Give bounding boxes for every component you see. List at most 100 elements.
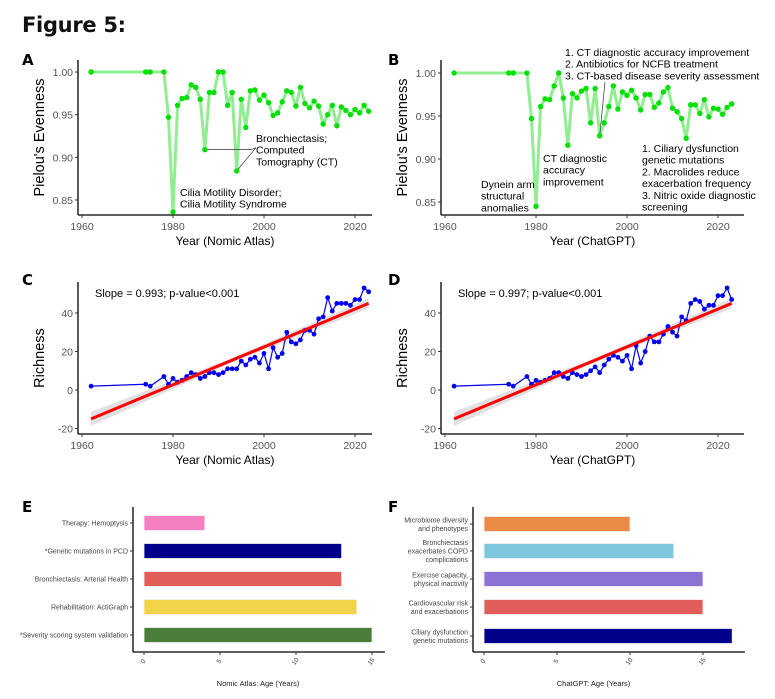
bar [483,543,675,559]
data-point [165,114,172,120]
slope-annotation: Slope = 0.997; p-value<0.001 [458,288,602,300]
x-tick-label: 1960 [70,440,94,452]
data-point [620,358,625,364]
data-point [724,285,730,291]
data-point [238,358,244,364]
data-point [252,354,258,360]
data-point [506,70,512,76]
y-tick-label: 0 [430,385,436,397]
annotation-leader-line [236,147,257,172]
data-point [179,95,185,102]
figure-title: Figure 5: [22,13,126,37]
y-tick-label: 20 [61,347,73,359]
x-tick-label: 1980 [161,221,185,233]
category-label: exacerbates COPD [408,549,468,556]
bar [143,627,373,643]
x-tick-label: 2000 [615,221,639,233]
data-point [569,90,576,97]
data-point [188,82,194,88]
data-point [316,316,321,322]
panel-a: A 0.85 0.90 0.95 1.00 1960 1980 2000 2020 Year (N… [22,51,372,248]
bar [483,571,704,587]
y-axis-title: Richness [395,328,411,388]
data-point [306,105,313,111]
data-point [343,107,349,114]
annotation-text: 3. CT-based disease severity assessment [565,70,759,82]
data-point [565,376,571,381]
data-point [692,102,698,108]
data-point [361,102,367,108]
annotation-text: 3. Nitric oxide diagnostic [642,190,756,202]
data-point [701,96,708,103]
data-point [88,69,94,75]
richness-line [91,286,370,387]
data-point [656,339,662,345]
data-point [692,297,698,302]
data-point [592,364,598,370]
category-label: genetic mutations [413,638,468,645]
data-point [724,104,730,111]
data-point [669,105,676,111]
y-axis-title: Richness [32,328,48,388]
x-tick-label: 2020 [343,440,367,452]
data-point [279,351,285,356]
category-label: and exacerbations [411,609,469,616]
data-point [143,381,149,387]
data-point [293,341,299,347]
x-tick-label: 0 [140,658,148,665]
data-point [265,100,272,106]
y-tick-label: 0.90 [416,154,437,166]
data-point [88,383,94,389]
data-point [651,339,657,345]
data-point [597,370,603,376]
data-point [238,96,244,103]
data-point [243,124,249,131]
data-point [356,110,363,116]
x-tick-label: 5 [216,658,224,665]
data-point [284,329,290,335]
data-point [710,105,717,111]
data-point [642,91,648,98]
data-point [574,95,580,101]
data-point [715,106,721,112]
data-point [510,383,516,389]
data-point [624,352,630,358]
data-point [298,337,303,343]
y-tick-label: 1.00 [416,68,437,80]
data-point [329,102,335,108]
data-point [587,120,594,126]
x-tick-label: 1960 [433,440,457,452]
data-point [524,70,530,76]
data-point [706,302,712,308]
data-point [720,293,725,299]
panel-label: E [22,498,32,516]
x-tick-label: 15 [698,656,708,666]
data-point [243,362,249,368]
data-point [247,356,253,362]
data-point [719,111,726,117]
regression-line [453,301,733,421]
data-point [297,84,304,91]
data-point [506,381,512,387]
data-point [234,366,240,372]
data-point [147,383,153,389]
data-point [274,110,281,116]
category-label: Ciliary dysfunction [411,629,468,636]
data-point [215,69,222,75]
y-tick-label: 0.95 [416,111,437,123]
x-tick-label: 2020 [706,440,730,452]
data-point [678,115,685,122]
panel-e: E 0 5 10 15 Nomic Atlas: Age (Years) Therapy: … [20,498,385,688]
data-point [365,108,372,114]
data-point [366,289,372,295]
data-point [697,110,703,117]
data-point [256,97,263,103]
panel-label: B [388,51,399,69]
data-point [357,297,362,302]
data-point [224,102,231,108]
category-label: Bronchiectasis [422,540,468,547]
data-point [579,374,584,379]
x-axis-title: Year (ChatGPT) [550,453,636,467]
y-axis-title: Pielou's Evenness [395,78,411,196]
